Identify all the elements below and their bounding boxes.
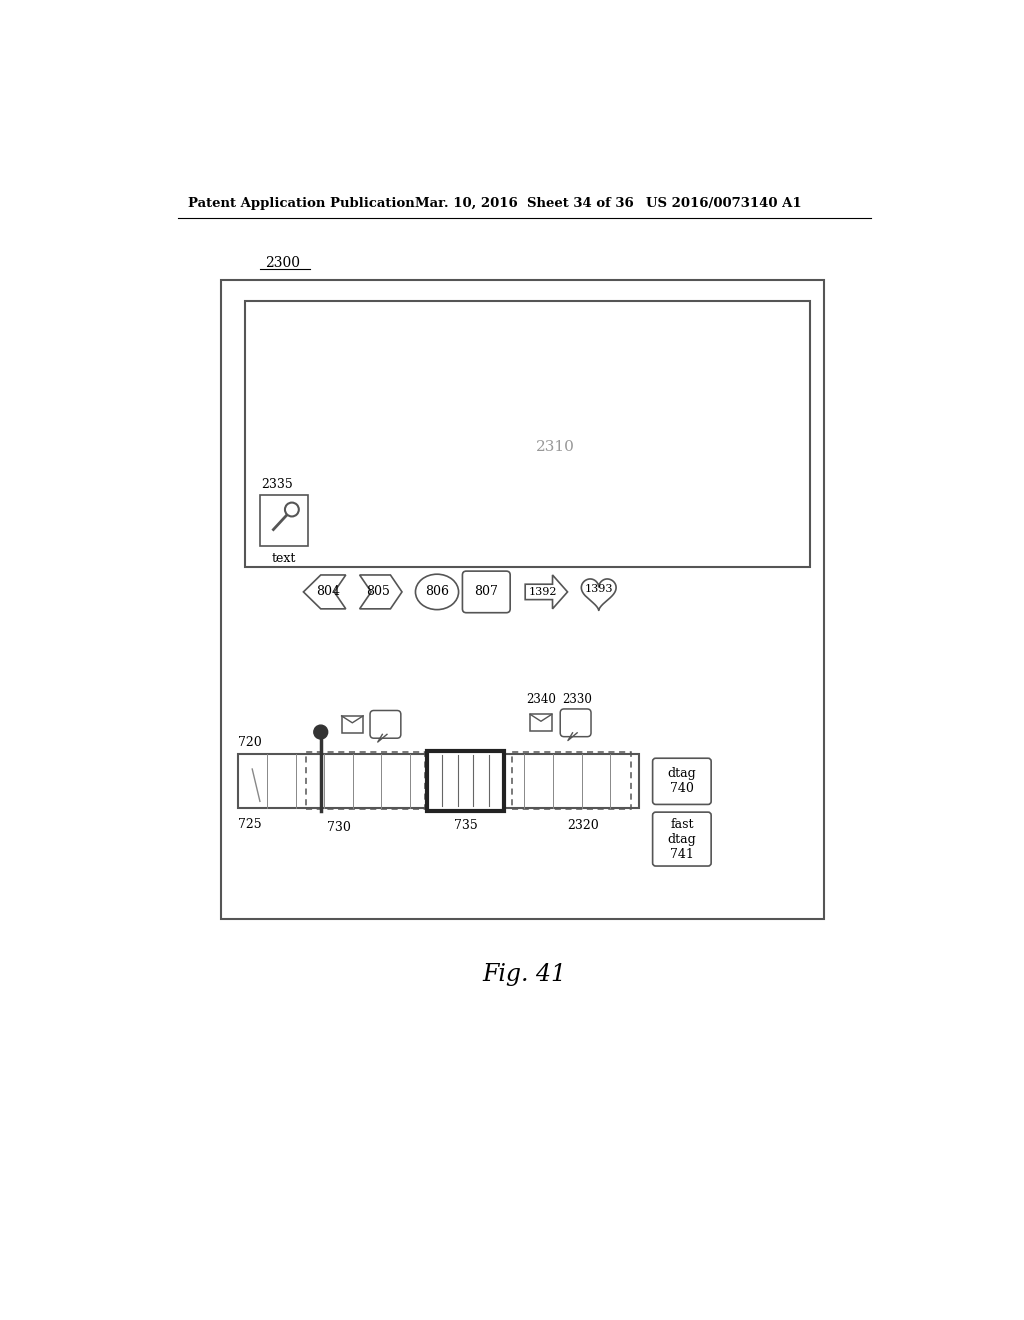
Bar (221, 280, 823, 919)
Text: 2335: 2335 (261, 478, 293, 491)
FancyBboxPatch shape (652, 812, 711, 866)
FancyBboxPatch shape (463, 572, 510, 612)
Text: 2320: 2320 (567, 820, 599, 833)
Text: 806: 806 (425, 585, 449, 598)
Text: 725: 725 (239, 818, 262, 832)
Text: 2330: 2330 (562, 693, 592, 706)
Text: 807: 807 (474, 585, 499, 598)
Text: 805: 805 (367, 585, 390, 598)
FancyBboxPatch shape (370, 710, 400, 738)
Bar (260, 495, 308, 545)
Text: 735: 735 (454, 820, 477, 833)
Text: 2300: 2300 (265, 256, 300, 271)
Bar (245, 301, 810, 566)
Text: 1393: 1393 (585, 583, 613, 594)
Text: dtag
740: dtag 740 (668, 767, 696, 796)
FancyBboxPatch shape (652, 758, 711, 804)
Text: Patent Application Publication: Patent Application Publication (188, 197, 415, 210)
Text: fast
dtag
741: fast dtag 741 (668, 817, 696, 861)
Text: text: text (272, 552, 296, 565)
Circle shape (313, 725, 328, 739)
Text: 1392: 1392 (528, 587, 557, 597)
Text: Fig. 41: Fig. 41 (482, 964, 567, 986)
Circle shape (285, 503, 299, 516)
Text: 2340: 2340 (526, 693, 556, 706)
Text: 720: 720 (239, 735, 262, 748)
Bar (530, 714, 552, 731)
Bar (512, 752, 631, 809)
Text: US 2016/0073140 A1: US 2016/0073140 A1 (646, 197, 802, 210)
FancyBboxPatch shape (560, 709, 591, 737)
Text: 730: 730 (327, 821, 351, 834)
Bar (306, 752, 425, 809)
Text: 804: 804 (316, 585, 340, 598)
Text: Mar. 10, 2016  Sheet 34 of 36: Mar. 10, 2016 Sheet 34 of 36 (416, 197, 634, 210)
Text: 2310: 2310 (536, 440, 574, 454)
Bar (427, 751, 504, 810)
Bar (239, 754, 639, 808)
Bar (342, 715, 364, 733)
